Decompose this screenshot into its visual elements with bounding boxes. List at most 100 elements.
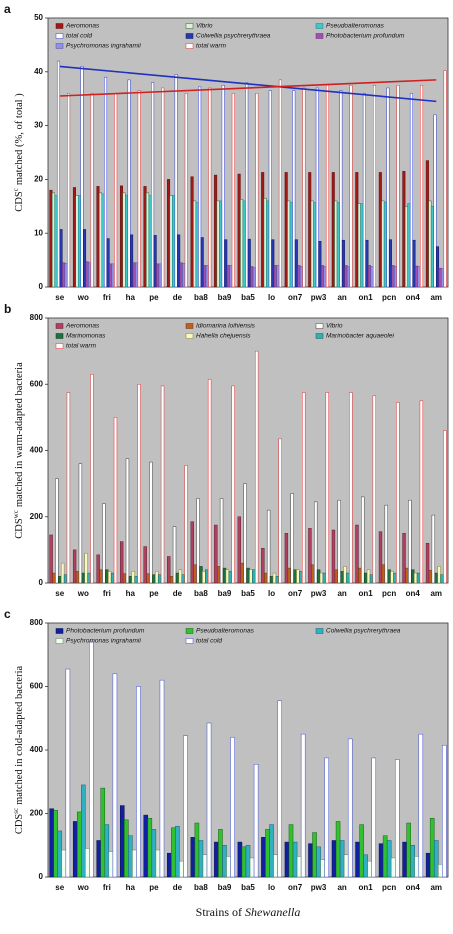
bar xyxy=(420,85,424,288)
bar xyxy=(216,200,220,288)
x-tick-label: de xyxy=(173,589,183,598)
bar xyxy=(119,541,124,584)
bar xyxy=(155,571,159,584)
bar xyxy=(245,845,251,878)
x-tick-label: on1 xyxy=(359,883,374,892)
bar xyxy=(151,829,157,878)
legend-label: Colwellia psychrerythraea xyxy=(326,628,401,635)
x-tick-label: wo xyxy=(77,293,89,302)
bar xyxy=(308,172,312,288)
legend-swatch xyxy=(185,628,194,634)
bar xyxy=(78,463,83,584)
bar xyxy=(169,195,173,288)
bar xyxy=(202,854,208,878)
bar xyxy=(231,93,235,288)
bar xyxy=(411,569,415,584)
bar xyxy=(108,571,112,584)
bar xyxy=(434,572,438,584)
bar xyxy=(193,564,197,584)
bar xyxy=(320,265,324,288)
x-tick-label: ba5 xyxy=(241,589,255,598)
bar xyxy=(324,757,329,878)
bar xyxy=(275,576,280,584)
bar xyxy=(269,824,274,878)
bar xyxy=(334,569,339,584)
bar xyxy=(335,821,341,878)
bar xyxy=(58,576,62,584)
legend-swatch xyxy=(315,628,324,634)
bar xyxy=(146,192,150,288)
bar xyxy=(112,673,118,878)
bar xyxy=(184,465,188,584)
bar xyxy=(284,533,289,584)
bar xyxy=(219,200,223,288)
bar xyxy=(49,808,54,878)
bar xyxy=(155,849,161,878)
bar xyxy=(101,193,105,288)
bar xyxy=(161,87,165,288)
bar xyxy=(175,825,180,878)
bar xyxy=(241,846,247,878)
bar xyxy=(240,562,244,584)
bar xyxy=(147,818,153,878)
bar xyxy=(284,172,288,288)
bar xyxy=(199,566,203,584)
bar xyxy=(278,438,282,584)
bar xyxy=(322,572,327,584)
y-axis-label-sup: sc xyxy=(12,808,20,814)
bar xyxy=(130,234,134,288)
bar xyxy=(288,824,294,878)
bar xyxy=(84,552,88,584)
bar xyxy=(290,493,294,584)
bar xyxy=(294,239,298,288)
bar xyxy=(63,574,68,584)
bar xyxy=(172,195,176,288)
bar xyxy=(418,733,424,878)
x-tick-label: pcn xyxy=(382,589,396,598)
bar xyxy=(119,805,125,878)
bar xyxy=(198,86,202,288)
bar xyxy=(340,571,344,584)
legend-label: Psychromonas ingrahamii xyxy=(66,43,141,50)
legend-swatch xyxy=(185,333,194,339)
bar xyxy=(402,841,407,878)
bar xyxy=(66,392,71,584)
bar xyxy=(362,93,366,288)
bar xyxy=(347,738,353,878)
bar xyxy=(190,176,194,288)
legend-swatch xyxy=(55,33,64,39)
x-tick-label: pw3 xyxy=(311,293,327,302)
x-tick-label: de xyxy=(173,883,183,892)
legend-swatch xyxy=(315,23,324,29)
legend-swatch xyxy=(55,343,64,349)
bar xyxy=(302,87,306,288)
bar xyxy=(273,854,278,878)
bar xyxy=(122,192,126,288)
bar xyxy=(355,172,359,288)
bar xyxy=(381,200,385,288)
bar xyxy=(195,202,199,288)
bar xyxy=(249,857,255,878)
bar xyxy=(72,549,77,584)
x-tick-label: ba9 xyxy=(218,589,232,598)
bar xyxy=(230,737,235,878)
bar xyxy=(137,90,141,288)
bar xyxy=(319,572,324,584)
y-axis-label: CDSc matched (%, of total ) xyxy=(12,93,26,212)
legend-label: total warm xyxy=(196,43,227,50)
bar xyxy=(247,238,251,288)
bar xyxy=(425,852,431,878)
bar xyxy=(190,521,194,584)
bar xyxy=(242,200,246,288)
bar xyxy=(136,686,141,878)
legend-label: Psychromonas ingrahamii xyxy=(66,638,141,645)
y-tick-label: 800 xyxy=(30,618,44,627)
bar xyxy=(383,201,387,288)
x-tick-label: am xyxy=(430,293,442,302)
bar xyxy=(193,200,197,288)
bar xyxy=(49,189,53,288)
legend-swatch xyxy=(315,333,324,339)
bar xyxy=(265,829,270,878)
bar xyxy=(75,571,80,584)
bar xyxy=(284,841,290,878)
